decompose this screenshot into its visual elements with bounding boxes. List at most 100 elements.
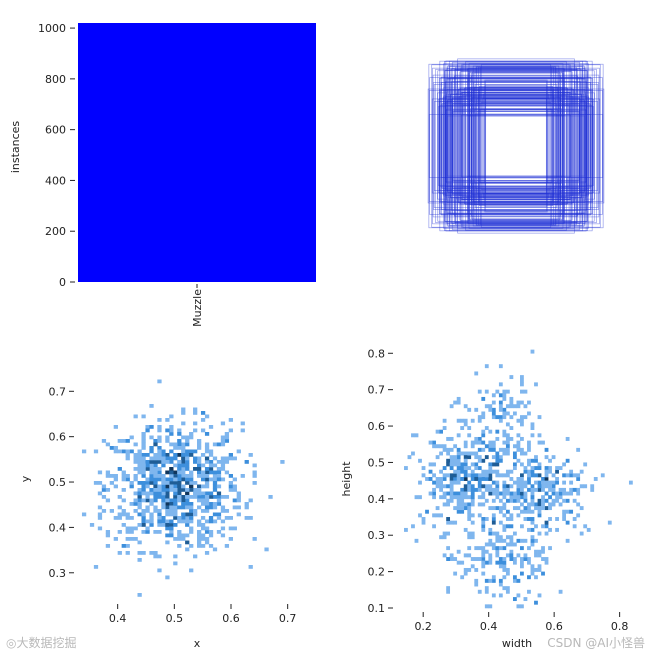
hist-cell: [153, 505, 158, 510]
ytick-label: 0.6: [49, 431, 67, 444]
hist-cell: [477, 447, 482, 452]
xtick-label: 0.7: [279, 612, 297, 625]
hist-cell: [502, 415, 507, 420]
hist-cell: [204, 474, 210, 478]
hist-cell: [527, 527, 531, 532]
hist-cell: [512, 404, 517, 409]
hist-cell: [137, 463, 142, 468]
hist-cell: [491, 462, 496, 467]
hist-cell: [562, 462, 567, 467]
hist-cell: [527, 560, 531, 565]
hist-cell: [509, 513, 514, 518]
hist-cell: [544, 498, 549, 503]
hist-cell: [481, 557, 486, 561]
hist-cell: [495, 531, 500, 536]
hist-cell: [153, 470, 158, 475]
box-outline: [480, 108, 552, 184]
hist-cell: [463, 487, 468, 492]
hist-cell: [208, 533, 214, 538]
hist-cell: [137, 505, 142, 510]
hist-cell: [220, 526, 226, 531]
hist-cell: [439, 429, 443, 434]
hist-cell: [453, 444, 458, 449]
hist-cell: [97, 505, 103, 510]
hist-cell: [565, 538, 570, 543]
hist-cell: [569, 473, 574, 478]
box-outline: [446, 66, 586, 226]
hist-cell: [453, 400, 458, 405]
hist-cell: [101, 509, 107, 513]
hist-cell: [548, 546, 552, 551]
hist-cell: [117, 512, 122, 517]
hist-cell: [153, 551, 158, 555]
hist-cell: [527, 589, 531, 594]
hist-cell: [181, 519, 186, 524]
hist-cell: [404, 527, 408, 532]
hist-cell: [133, 442, 138, 447]
hist-cell: [541, 498, 545, 503]
box-outline: [456, 80, 576, 212]
hist-cell: [520, 480, 524, 485]
ytick-label: 0.4: [368, 493, 386, 506]
ytick-label: 0.7: [49, 385, 67, 398]
hist-cell: [541, 524, 545, 529]
hist-cell: [442, 531, 447, 536]
hist-cell: [212, 488, 218, 492]
hist-cell: [157, 568, 162, 573]
hist-cell: [505, 444, 510, 449]
hist-cell: [232, 488, 237, 492]
hist-cell: [200, 428, 206, 433]
hist-cell: [467, 513, 472, 518]
hist-cell: [169, 502, 174, 506]
hist-cell: [548, 495, 552, 500]
hist-cell: [446, 491, 451, 496]
hist-cell: [189, 509, 194, 513]
hist-cell: [484, 444, 489, 449]
hist-cell: [534, 506, 538, 511]
hist-cell: [133, 491, 138, 496]
hist-cell: [418, 458, 422, 463]
hist-cell: [502, 560, 507, 565]
hist-cell: [169, 484, 174, 489]
hist-cell: [432, 513, 436, 518]
hist-cell: [498, 455, 503, 460]
hist-cell: [117, 495, 122, 499]
hist-cell: [280, 460, 285, 464]
hist-cell: [189, 470, 194, 475]
box-outline: [452, 109, 580, 183]
hist-cell: [593, 477, 598, 481]
hist-cell: [470, 513, 475, 518]
hist-cell: [204, 484, 210, 489]
hist-cell: [81, 449, 87, 454]
hist-cell: [145, 491, 150, 496]
hist-cell: [498, 535, 503, 540]
hist-cell: [149, 425, 154, 429]
hist-cell: [488, 447, 493, 452]
hist-cell: [121, 498, 126, 503]
hist-cell: [512, 491, 517, 496]
hist-cell: [141, 509, 146, 513]
hist-cell: [491, 542, 496, 547]
hist-cell: [153, 463, 158, 468]
hist-cell: [555, 517, 559, 521]
hist-cell: [236, 505, 241, 510]
hist-cell: [509, 549, 514, 554]
hist-cell: [204, 477, 210, 482]
hist-cell: [113, 449, 118, 454]
hist-cell: [93, 449, 99, 454]
hist-cell: [157, 512, 162, 517]
hist-cell: [432, 480, 436, 485]
hist-cell: [236, 491, 241, 496]
hist-cell: [548, 466, 552, 471]
hist-cell: [157, 470, 162, 475]
hist-cell: [481, 546, 486, 551]
hist-cell: [177, 537, 182, 541]
bar-category-label: Muzzle: [191, 289, 204, 327]
hist-cell: [558, 491, 563, 496]
hist-cell: [149, 463, 154, 468]
hist-cell: [502, 506, 507, 511]
hist-cell: [220, 421, 226, 426]
hist-cell: [477, 502, 482, 507]
hist-cell: [509, 498, 514, 503]
hist-cell: [527, 477, 531, 481]
